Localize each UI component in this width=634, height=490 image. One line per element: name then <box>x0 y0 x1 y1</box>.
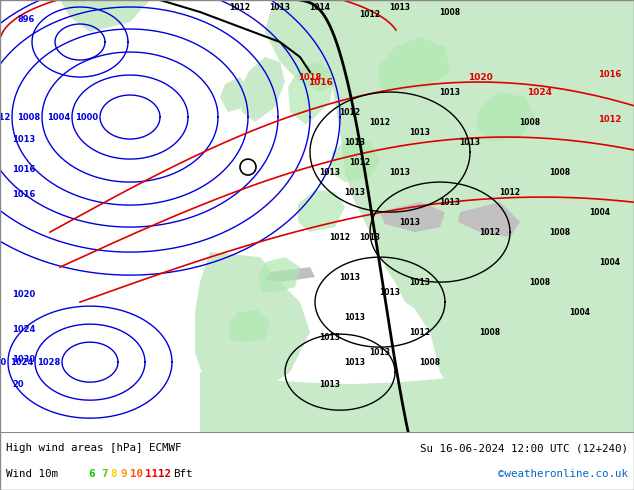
Polygon shape <box>458 202 520 237</box>
Text: 1012: 1012 <box>0 113 10 122</box>
Polygon shape <box>298 190 345 232</box>
Text: 9: 9 <box>120 469 127 479</box>
Text: 1013: 1013 <box>344 358 365 367</box>
Text: 1012: 1012 <box>370 118 391 126</box>
Text: 1013: 1013 <box>389 2 410 11</box>
Text: 1016: 1016 <box>12 165 36 174</box>
Text: 1024: 1024 <box>10 358 33 367</box>
Text: 11: 11 <box>145 469 158 479</box>
Text: 1013: 1013 <box>339 272 361 282</box>
Text: 1012: 1012 <box>479 227 500 237</box>
Text: 1012: 1012 <box>349 158 370 167</box>
Text: 1012: 1012 <box>330 233 351 242</box>
Polygon shape <box>265 267 315 282</box>
Polygon shape <box>258 257 300 292</box>
Polygon shape <box>265 0 360 92</box>
Polygon shape <box>476 92 535 142</box>
Text: 1008: 1008 <box>529 278 550 287</box>
Polygon shape <box>220 77 248 112</box>
Text: 8: 8 <box>110 469 117 479</box>
Text: 1013: 1013 <box>439 88 460 97</box>
Text: 1020: 1020 <box>468 73 493 81</box>
Text: 1013: 1013 <box>439 197 460 207</box>
Text: 1018: 1018 <box>299 73 321 81</box>
Text: 1013: 1013 <box>344 188 365 196</box>
Text: 1008: 1008 <box>17 113 40 122</box>
Text: 1012: 1012 <box>410 328 430 337</box>
Text: 1016: 1016 <box>307 77 332 87</box>
Text: Su 16-06-2024 12:00 UTC (12+240): Su 16-06-2024 12:00 UTC (12+240) <box>420 443 628 453</box>
Text: 1013: 1013 <box>320 168 340 176</box>
Polygon shape <box>200 352 634 432</box>
Text: Wind 10m: Wind 10m <box>6 469 58 479</box>
Text: 1013: 1013 <box>410 127 430 137</box>
Text: 1024: 1024 <box>12 325 36 334</box>
Text: Bft: Bft <box>173 469 193 479</box>
Polygon shape <box>195 252 310 397</box>
Polygon shape <box>378 37 450 92</box>
Text: ©weatheronline.co.uk: ©weatheronline.co.uk <box>498 469 628 479</box>
Text: 1013: 1013 <box>380 288 401 296</box>
Text: 1013: 1013 <box>389 168 410 176</box>
Polygon shape <box>240 57 285 122</box>
Text: 1008: 1008 <box>479 328 501 337</box>
Text: 1012: 1012 <box>500 188 521 196</box>
Text: 1016: 1016 <box>12 190 36 199</box>
Text: 7: 7 <box>101 469 108 479</box>
Text: 1013: 1013 <box>344 313 365 321</box>
Text: 896: 896 <box>18 15 36 24</box>
Text: 20: 20 <box>12 380 23 389</box>
Text: 1014: 1014 <box>309 2 330 11</box>
Text: 1020: 1020 <box>12 290 36 299</box>
Text: 1008: 1008 <box>420 358 441 367</box>
Text: 1008: 1008 <box>439 7 460 17</box>
Text: 1004: 1004 <box>47 113 70 122</box>
Text: 6: 6 <box>88 469 94 479</box>
Text: 1004: 1004 <box>600 258 621 267</box>
Text: 1008: 1008 <box>550 227 571 237</box>
Text: 1013: 1013 <box>410 278 430 287</box>
Text: 1008: 1008 <box>550 168 571 176</box>
Text: 1012: 1012 <box>339 107 361 117</box>
Polygon shape <box>330 137 380 182</box>
Text: 1013: 1013 <box>12 135 36 144</box>
Text: 1004: 1004 <box>590 208 611 217</box>
Text: 1000: 1000 <box>75 113 98 122</box>
Text: 1013: 1013 <box>370 347 391 357</box>
Text: 1013: 1013 <box>320 333 340 342</box>
Text: 1030: 1030 <box>12 355 35 364</box>
Polygon shape <box>288 62 335 124</box>
Text: 1004: 1004 <box>569 308 590 317</box>
Text: 1013: 1013 <box>460 138 481 147</box>
Text: 10: 10 <box>130 469 143 479</box>
Text: 1016: 1016 <box>598 70 622 79</box>
Text: 1020: 1020 <box>0 358 6 367</box>
Polygon shape <box>380 202 445 232</box>
Text: 1012: 1012 <box>359 9 380 19</box>
Polygon shape <box>530 222 634 277</box>
Polygon shape <box>228 310 270 342</box>
Text: 1013: 1013 <box>359 233 380 242</box>
Text: 12: 12 <box>158 469 171 479</box>
Text: High wind areas [hPa] ECMWF: High wind areas [hPa] ECMWF <box>6 443 181 453</box>
Text: 1028: 1028 <box>37 358 60 367</box>
Polygon shape <box>378 232 430 312</box>
Text: 1013: 1013 <box>344 138 365 147</box>
Text: 1008: 1008 <box>519 118 541 126</box>
Polygon shape <box>310 0 634 432</box>
Text: 1012: 1012 <box>230 2 250 11</box>
Text: 1013: 1013 <box>269 2 290 11</box>
Text: 1013: 1013 <box>399 218 420 226</box>
Text: 1024: 1024 <box>527 88 552 97</box>
Text: 1012: 1012 <box>598 115 622 124</box>
Text: 1013: 1013 <box>320 380 340 389</box>
Polygon shape <box>60 0 150 32</box>
